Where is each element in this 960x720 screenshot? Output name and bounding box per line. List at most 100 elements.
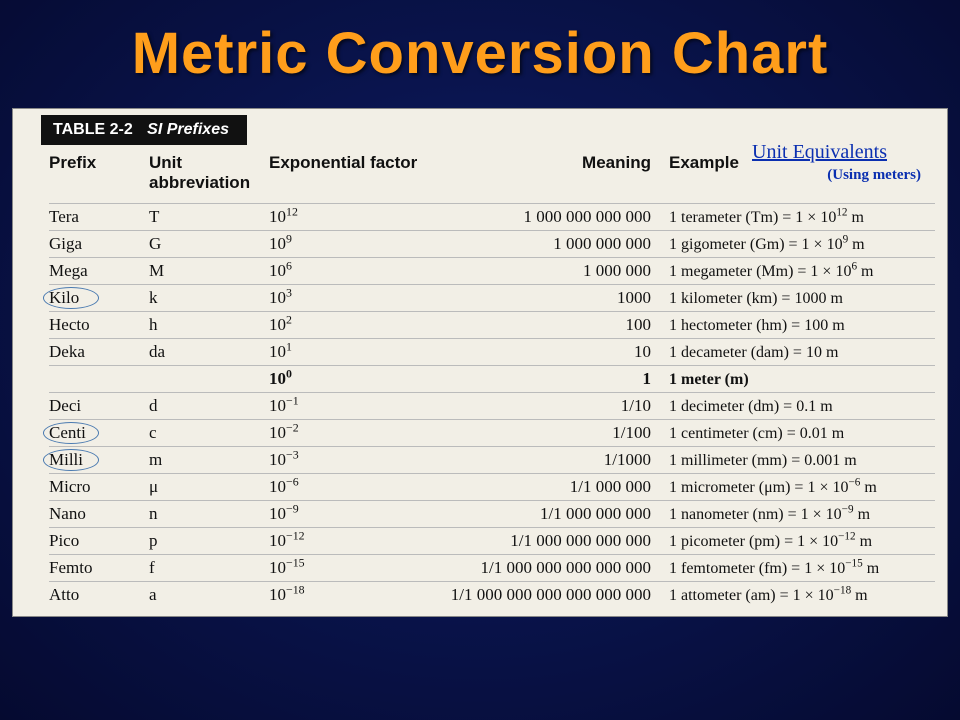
cell-prefix: Centi: [49, 423, 149, 443]
cell-example: 1 decimeter (dm) = 0.1 m: [669, 398, 929, 416]
cell-meaning: 1/1 000 000 000 000 000: [419, 558, 669, 578]
cell-abbr: f: [149, 558, 269, 578]
cell-example: 1 megameter (Mm) = 1 × 106 m: [669, 263, 929, 281]
table-label: SI Prefixes: [147, 121, 229, 138]
cell-abbr: T: [149, 207, 269, 227]
cell-meaning: 100: [419, 315, 669, 335]
table-row: Femtof10−151/1 000 000 000 000 0001 femt…: [49, 554, 935, 581]
col-header-factor: Exponential factor: [269, 153, 419, 193]
col-header-prefix: Prefix: [49, 153, 149, 193]
table-row: Microμ10−61/1 000 0001 micrometer (μm) =…: [49, 473, 935, 500]
cell-meaning: 1 000 000 000: [419, 234, 669, 254]
cell-abbr: k: [149, 288, 269, 308]
cell-factor: 10−1: [269, 396, 419, 416]
table-row: Centic10−21/1001 centimeter (cm) = 0.01 …: [49, 419, 935, 446]
cell-prefix: Femto: [49, 558, 149, 578]
cell-example: 1 decameter (dam) = 10 m: [669, 344, 929, 362]
table-row: Picop10−121/1 000 000 000 0001 picometer…: [49, 527, 935, 554]
cell-meaning: 1 000 000 000 000: [419, 207, 669, 227]
using-meters-annotation: (Using meters): [827, 167, 921, 184]
cell-prefix: Pico: [49, 531, 149, 551]
cell-prefix: Kilo: [49, 288, 149, 308]
cell-abbr: M: [149, 261, 269, 281]
cell-prefix: Deka: [49, 342, 149, 362]
table-caption-tab: TABLE 2-2 SI Prefixes: [41, 115, 247, 145]
cell-factor: 106: [269, 261, 419, 281]
cell-factor: 10−3: [269, 450, 419, 470]
cell-factor: 10−2: [269, 423, 419, 443]
table-row: Dekada101101 decameter (dam) = 10 m: [49, 338, 935, 365]
cell-example: 1 kilometer (km) = 1000 m: [669, 290, 929, 308]
col-header-abbr: Unit abbreviation: [149, 153, 269, 193]
cell-abbr: m: [149, 450, 269, 470]
cell-meaning: 10: [419, 342, 669, 362]
cell-abbr: G: [149, 234, 269, 254]
table-container: TABLE 2-2 SI Prefixes Prefix Unit abbrev…: [12, 108, 948, 617]
cell-factor: 1012: [269, 207, 419, 227]
table-row: MegaM1061 000 0001 megameter (Mm) = 1 × …: [49, 257, 935, 284]
cell-prefix: Atto: [49, 585, 149, 605]
table-row: Nanon10−91/1 000 000 0001 nanometer (nm)…: [49, 500, 935, 527]
slide-title: Metric Conversion Chart: [0, 0, 960, 99]
table-row: 10011 meter (m): [49, 365, 935, 392]
cell-meaning: 1/1 000 000 000 000 000 000: [419, 585, 669, 605]
cell-factor: 100: [269, 369, 419, 389]
table-row: TeraT10121 000 000 000 0001 terameter (T…: [49, 203, 935, 230]
table-row: Decid10−11/101 decimeter (dm) = 0.1 m: [49, 392, 935, 419]
cell-prefix: Milli: [49, 450, 149, 470]
cell-meaning: 1/10: [419, 396, 669, 416]
cell-prefix: Mega: [49, 261, 149, 281]
cell-prefix: Tera: [49, 207, 149, 227]
table-body: TeraT10121 000 000 000 0001 terameter (T…: [13, 203, 947, 616]
table-row: Hectoh1021001 hectometer (hm) = 100 m: [49, 311, 935, 338]
cell-factor: 10−18: [269, 585, 419, 605]
cell-meaning: 1/1 000 000 000: [419, 504, 669, 524]
cell-abbr: da: [149, 342, 269, 362]
cell-factor: 10−12: [269, 531, 419, 551]
cell-factor: 103: [269, 288, 419, 308]
table-row: Kilok10310001 kilometer (km) = 1000 m: [49, 284, 935, 311]
cell-example: 1 attometer (am) = 1 × 10−18 m: [669, 587, 929, 605]
cell-example: 1 femtometer (fm) = 1 × 10−15 m: [669, 560, 929, 578]
cell-prefix: Giga: [49, 234, 149, 254]
table-header-row: Prefix Unit abbreviation Exponential fac…: [13, 145, 947, 203]
cell-example: 1 micrometer (μm) = 1 × 10−6 m: [669, 479, 929, 497]
cell-meaning: 1/1 000 000: [419, 477, 669, 497]
cell-abbr: a: [149, 585, 269, 605]
table-number: TABLE 2-2: [53, 121, 133, 138]
table-row: Millim10−31/10001 millimeter (mm) = 0.00…: [49, 446, 935, 473]
cell-factor: 10−6: [269, 477, 419, 497]
unit-equivalents-annotation: Unit Equivalents: [752, 141, 887, 164]
cell-example: 1 terameter (Tm) = 1 × 1012 m: [669, 209, 929, 227]
cell-example: 1 gigometer (Gm) = 1 × 109 m: [669, 236, 929, 254]
cell-example: 1 nanometer (nm) = 1 × 10−9 m: [669, 506, 929, 524]
cell-example: 1 picometer (pm) = 1 × 10−12 m: [669, 533, 929, 551]
cell-meaning: 1/1000: [419, 450, 669, 470]
cell-abbr: n: [149, 504, 269, 524]
cell-abbr: c: [149, 423, 269, 443]
cell-example: 1 meter (m): [669, 371, 929, 389]
table-row: GigaG1091 000 000 0001 gigometer (Gm) = …: [49, 230, 935, 257]
table-row: Attoa10−181/1 000 000 000 000 000 0001 a…: [49, 581, 935, 608]
col-header-meaning: Meaning: [419, 153, 669, 193]
cell-abbr: p: [149, 531, 269, 551]
cell-example: 1 hectometer (hm) = 100 m: [669, 317, 929, 335]
cell-meaning: 1/1 000 000 000 000: [419, 531, 669, 551]
cell-meaning: 1: [419, 369, 669, 389]
cell-abbr: μ: [149, 477, 269, 497]
cell-example: 1 centimeter (cm) = 0.01 m: [669, 425, 929, 443]
cell-factor: 102: [269, 315, 419, 335]
cell-factor: 109: [269, 234, 419, 254]
cell-abbr: h: [149, 315, 269, 335]
cell-prefix: Micro: [49, 477, 149, 497]
cell-prefix: Deci: [49, 396, 149, 416]
cell-meaning: 1 000 000: [419, 261, 669, 281]
cell-meaning: 1000: [419, 288, 669, 308]
cell-factor: 10−9: [269, 504, 419, 524]
cell-factor: 101: [269, 342, 419, 362]
cell-abbr: d: [149, 396, 269, 416]
cell-example: 1 millimeter (mm) = 0.001 m: [669, 452, 929, 470]
cell-factor: 10−15: [269, 558, 419, 578]
cell-prefix: Nano: [49, 504, 149, 524]
cell-prefix: Hecto: [49, 315, 149, 335]
